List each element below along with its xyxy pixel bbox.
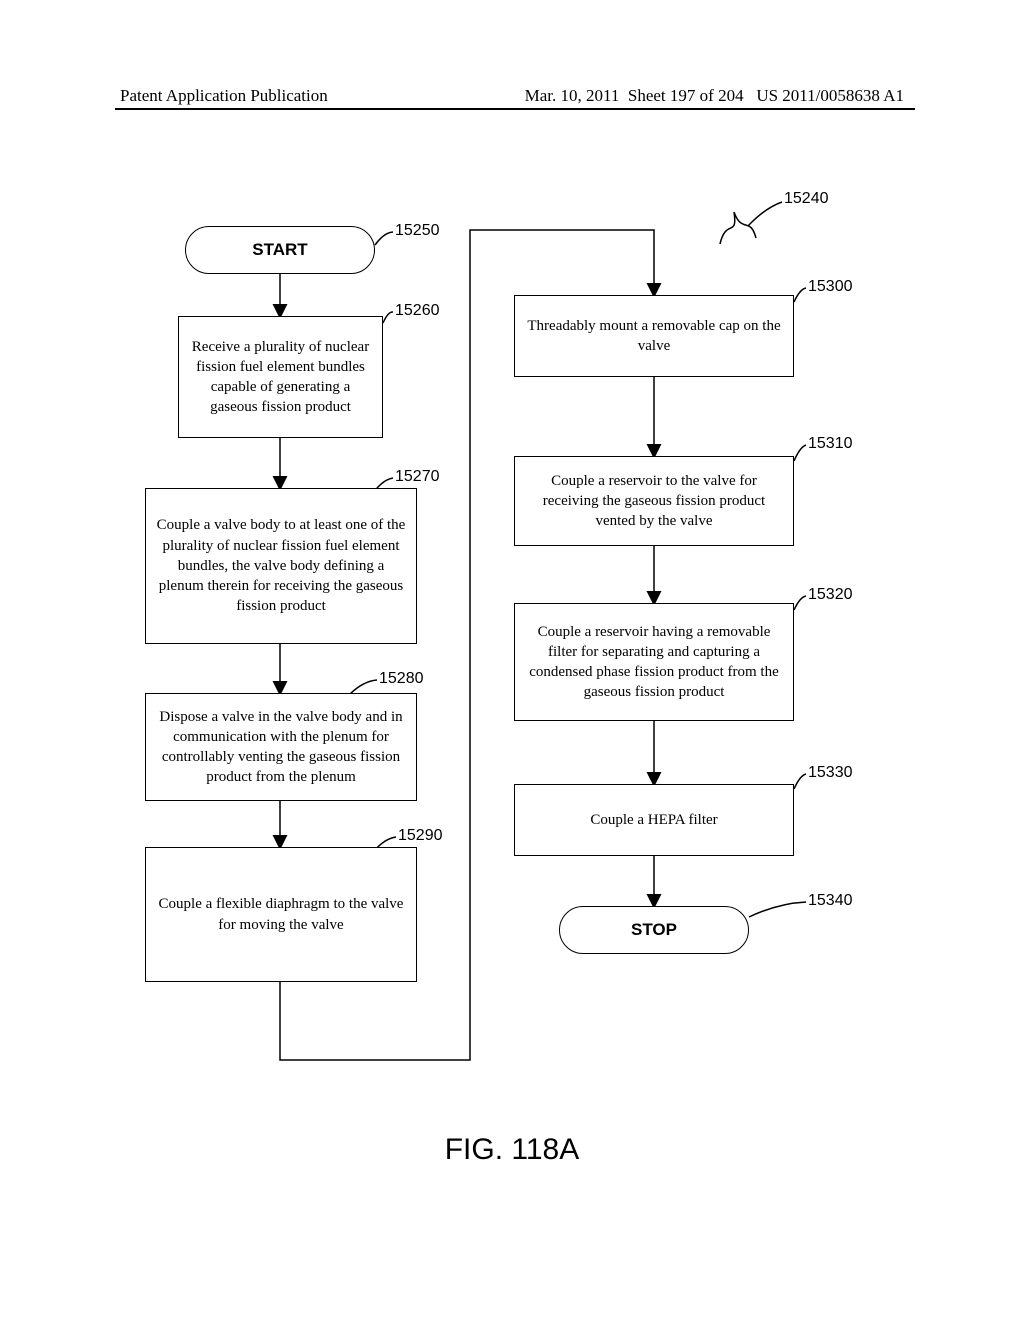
step-15270: Couple a valve body to at least one of t… bbox=[145, 488, 417, 644]
header-date: Mar. 10, 2011 bbox=[525, 86, 620, 105]
ref-15250: 15250 bbox=[395, 222, 440, 240]
start-terminator: START bbox=[185, 226, 375, 274]
step-15320: Couple a reservoir having a removable fi… bbox=[514, 603, 794, 721]
step-15300-text: Threadably mount a removable cap on the … bbox=[523, 316, 785, 357]
step-15290: Couple a flexible diaphragm to the valve… bbox=[145, 847, 417, 982]
header-left: Patent Application Publication bbox=[120, 86, 328, 106]
start-label: START bbox=[252, 239, 307, 262]
step-15330-text: Couple a HEPA filter bbox=[590, 810, 717, 830]
step-15260-text: Receive a plurality of nuclear fission f… bbox=[187, 337, 374, 418]
ref-15300: 15300 bbox=[808, 278, 853, 296]
stop-label: STOP bbox=[631, 919, 677, 942]
step-15330: Couple a HEPA filter bbox=[514, 784, 794, 856]
header-pubno: US 2011/0058638 A1 bbox=[756, 86, 904, 105]
header-rule bbox=[115, 108, 915, 110]
page-header: Patent Application Publication Mar. 10, … bbox=[0, 86, 1024, 106]
ref-15290: 15290 bbox=[398, 827, 443, 845]
step-15290-text: Couple a flexible diaphragm to the valve… bbox=[154, 894, 408, 935]
step-15280: Dispose a valve in the valve body and in… bbox=[145, 693, 417, 801]
step-15260: Receive a plurality of nuclear fission f… bbox=[178, 316, 383, 438]
step-15320-text: Couple a reservoir having a removable fi… bbox=[523, 622, 785, 703]
flowchart: START Receive a plurality of nuclear fis… bbox=[0, 190, 1024, 1190]
header-right: Mar. 10, 2011 Sheet 197 of 204 US 2011/0… bbox=[525, 86, 904, 106]
ref-15310: 15310 bbox=[808, 435, 853, 453]
ref-15340: 15340 bbox=[808, 892, 853, 910]
figure-label: FIG. 118A bbox=[0, 1133, 1024, 1167]
step-15280-text: Dispose a valve in the valve body and in… bbox=[154, 707, 408, 788]
header-sheet: Sheet 197 of 204 bbox=[628, 86, 744, 105]
step-15310: Couple a reservoir to the valve for rece… bbox=[514, 456, 794, 546]
ref-15280: 15280 bbox=[379, 670, 424, 688]
ref-15320: 15320 bbox=[808, 586, 853, 604]
step-15310-text: Couple a reservoir to the valve for rece… bbox=[523, 471, 785, 532]
ref-15260: 15260 bbox=[395, 302, 440, 320]
ref-15240: 15240 bbox=[784, 190, 829, 208]
ref-15330: 15330 bbox=[808, 764, 853, 782]
flowchart-arrows bbox=[0, 190, 1024, 1190]
step-15300: Threadably mount a removable cap on the … bbox=[514, 295, 794, 377]
ref-15270: 15270 bbox=[395, 468, 440, 486]
step-15270-text: Couple a valve body to at least one of t… bbox=[154, 515, 408, 616]
stop-terminator: STOP bbox=[559, 906, 749, 954]
